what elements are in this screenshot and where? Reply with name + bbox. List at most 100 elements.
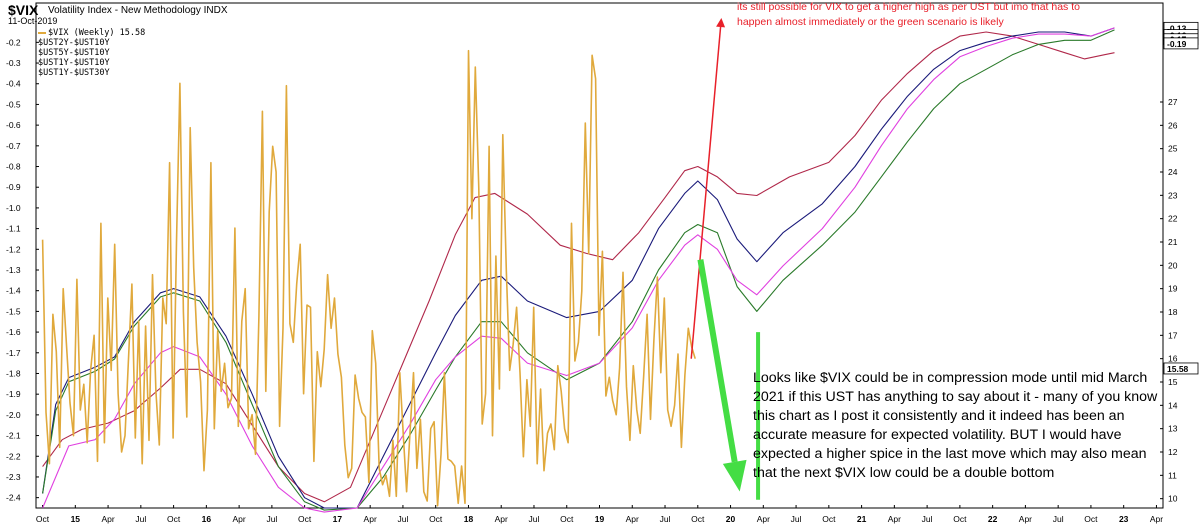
left-tick-label: -1.6 (6, 327, 21, 337)
legend-label: $UST5Y-$UST10Y (38, 48, 110, 58)
x-tick-label: Oct (953, 514, 967, 524)
right-tick-label: 10 (1168, 494, 1178, 504)
red-annotation: its still possible for VIX to get a high… (737, 1, 1080, 28)
x-tick-label: 22 (988, 514, 998, 524)
x-tick-label: Apr (1150, 514, 1163, 524)
series-line (42, 29, 1115, 511)
x-tick-label: Jul (135, 514, 146, 524)
left-tick-label: -2.1 (6, 431, 21, 441)
x-tick-label: 17 (333, 514, 343, 524)
legend-item-ust5y-ust10y: $UST5Y-$UST10Y (38, 48, 145, 58)
value-tag-box (1163, 362, 1199, 375)
right-tick-label: 24 (1168, 167, 1178, 177)
chart-name: Volatility Index - New Methodology INDX (48, 5, 228, 16)
x-tick-label: Apr (888, 514, 901, 524)
right-tick-label: 18 (1168, 307, 1178, 317)
x-tick-label: Oct (429, 514, 443, 524)
right-tick-label: 17 (1168, 330, 1178, 340)
x-tick-label: Jul (791, 514, 802, 524)
left-tick-label: -0.8 (6, 162, 21, 172)
left-tick-label: -0.3 (6, 58, 21, 68)
red-arrow-head (716, 18, 726, 28)
left-tick-label: -0.9 (6, 182, 21, 192)
x-tick-label: Apr (757, 514, 770, 524)
left-tick-label: -1.7 (6, 348, 21, 358)
chart-date: 11-Oct-2019 (8, 16, 58, 26)
legend-item-vix: $VIX (Weekly) 15.58 (38, 28, 145, 38)
value-tag-label: -0.19 (1167, 39, 1187, 49)
left-tick-label: -1.8 (6, 368, 21, 378)
x-tick-label: Oct (822, 514, 836, 524)
left-tick-label: -1.4 (6, 286, 21, 296)
x-tick-label: Apr (364, 514, 377, 524)
plot-frame (35, 2, 1164, 509)
right-tick-label: 19 (1168, 284, 1178, 294)
x-tick-label: Oct (560, 514, 574, 524)
right-tick-label: 12 (1168, 447, 1178, 457)
right-tick-label: 15 (1168, 377, 1178, 387)
x-tick-label: Oct (1084, 514, 1098, 524)
x-tick-label: 20 (726, 514, 736, 524)
legend-label: $UST2Y-$UST10Y (38, 38, 110, 48)
left-tick-label: -0.2 (6, 37, 21, 47)
left-tick-label: -2.4 (6, 493, 21, 503)
x-tick-label: Apr (101, 514, 114, 524)
legend-swatch (38, 32, 46, 34)
left-tick-label: -2.0 (6, 410, 21, 420)
series-line (42, 27, 1115, 513)
right-tick-label: 26 (1168, 120, 1178, 130)
x-tick-label: 16 (202, 514, 212, 524)
x-tick-label: Jul (266, 514, 277, 524)
right-tick-label: 23 (1168, 190, 1178, 200)
left-tick-label: -1.5 (6, 306, 21, 316)
x-tick-label: Jul (397, 514, 408, 524)
left-tick-label: -0.4 (6, 79, 21, 89)
legend-item-ust1y-ust30y: $UST1Y-$UST30Y (38, 68, 145, 78)
right-tick-label: 14 (1168, 400, 1178, 410)
black-annotation: Looks like $VIX could be in compression … (753, 370, 1158, 481)
right-tick-label: 27 (1168, 97, 1178, 107)
right-tick-label: 11 (1168, 470, 1177, 480)
value-tag-box (1163, 37, 1199, 50)
left-tick-label: -1.1 (6, 224, 21, 234)
legend-item-ust1y-ust10y: $UST1Y-$UST10Y (38, 58, 145, 68)
left-tick-label: -1.0 (6, 203, 21, 213)
x-tick-label: Jul (660, 514, 671, 524)
right-tick-label: 20 (1168, 260, 1178, 270)
x-tick-label: Oct (691, 514, 705, 524)
legend-item-ust2y-ust10y: $UST2Y-$UST10Y (38, 38, 145, 48)
left-tick-label: -0.5 (6, 99, 21, 109)
green-arrow-head (722, 459, 747, 492)
x-tick-label: 23 (1119, 514, 1129, 524)
legend-label: $UST1Y-$UST10Y (38, 58, 110, 68)
x-tick-label: 21 (857, 514, 867, 524)
x-tick-label: Jul (1053, 514, 1064, 524)
legend-label: $UST1Y-$UST30Y (38, 68, 110, 78)
x-tick-label: Apr (495, 514, 508, 524)
legend: $VIX (Weekly) 15.58 $UST2Y-$UST10Y $UST5… (38, 28, 145, 78)
series-line (42, 27, 1115, 509)
left-tick-label: -1.3 (6, 265, 21, 275)
x-tick-label: Oct (298, 514, 312, 524)
left-tick-label: -1.2 (6, 244, 21, 254)
left-tick-label: -1.9 (6, 389, 21, 399)
right-tick-label: 21 (1168, 237, 1178, 247)
left-tick-label: -2.3 (6, 472, 21, 482)
x-tick-label: Jul (529, 514, 540, 524)
green-arrow (697, 259, 738, 463)
left-tick-label: -0.7 (6, 141, 21, 151)
x-tick-label: 18 (464, 514, 474, 524)
red-arrow (690, 26, 722, 359)
x-tick-label: Apr (626, 514, 639, 524)
x-tick-label: Oct (36, 514, 50, 524)
x-tick-label: 15 (71, 514, 81, 524)
x-tick-label: Apr (233, 514, 246, 524)
x-tick-label: Jul (922, 514, 933, 524)
right-tick-label: 22 (1168, 214, 1178, 224)
right-tick-label: 16 (1168, 354, 1178, 364)
legend-label: $VIX (Weekly) 15.58 (48, 28, 146, 38)
value-tag-label: -0.13 (1167, 23, 1187, 33)
right-tick-label: 13 (1168, 424, 1178, 434)
right-tick-label: 25 (1168, 144, 1178, 154)
